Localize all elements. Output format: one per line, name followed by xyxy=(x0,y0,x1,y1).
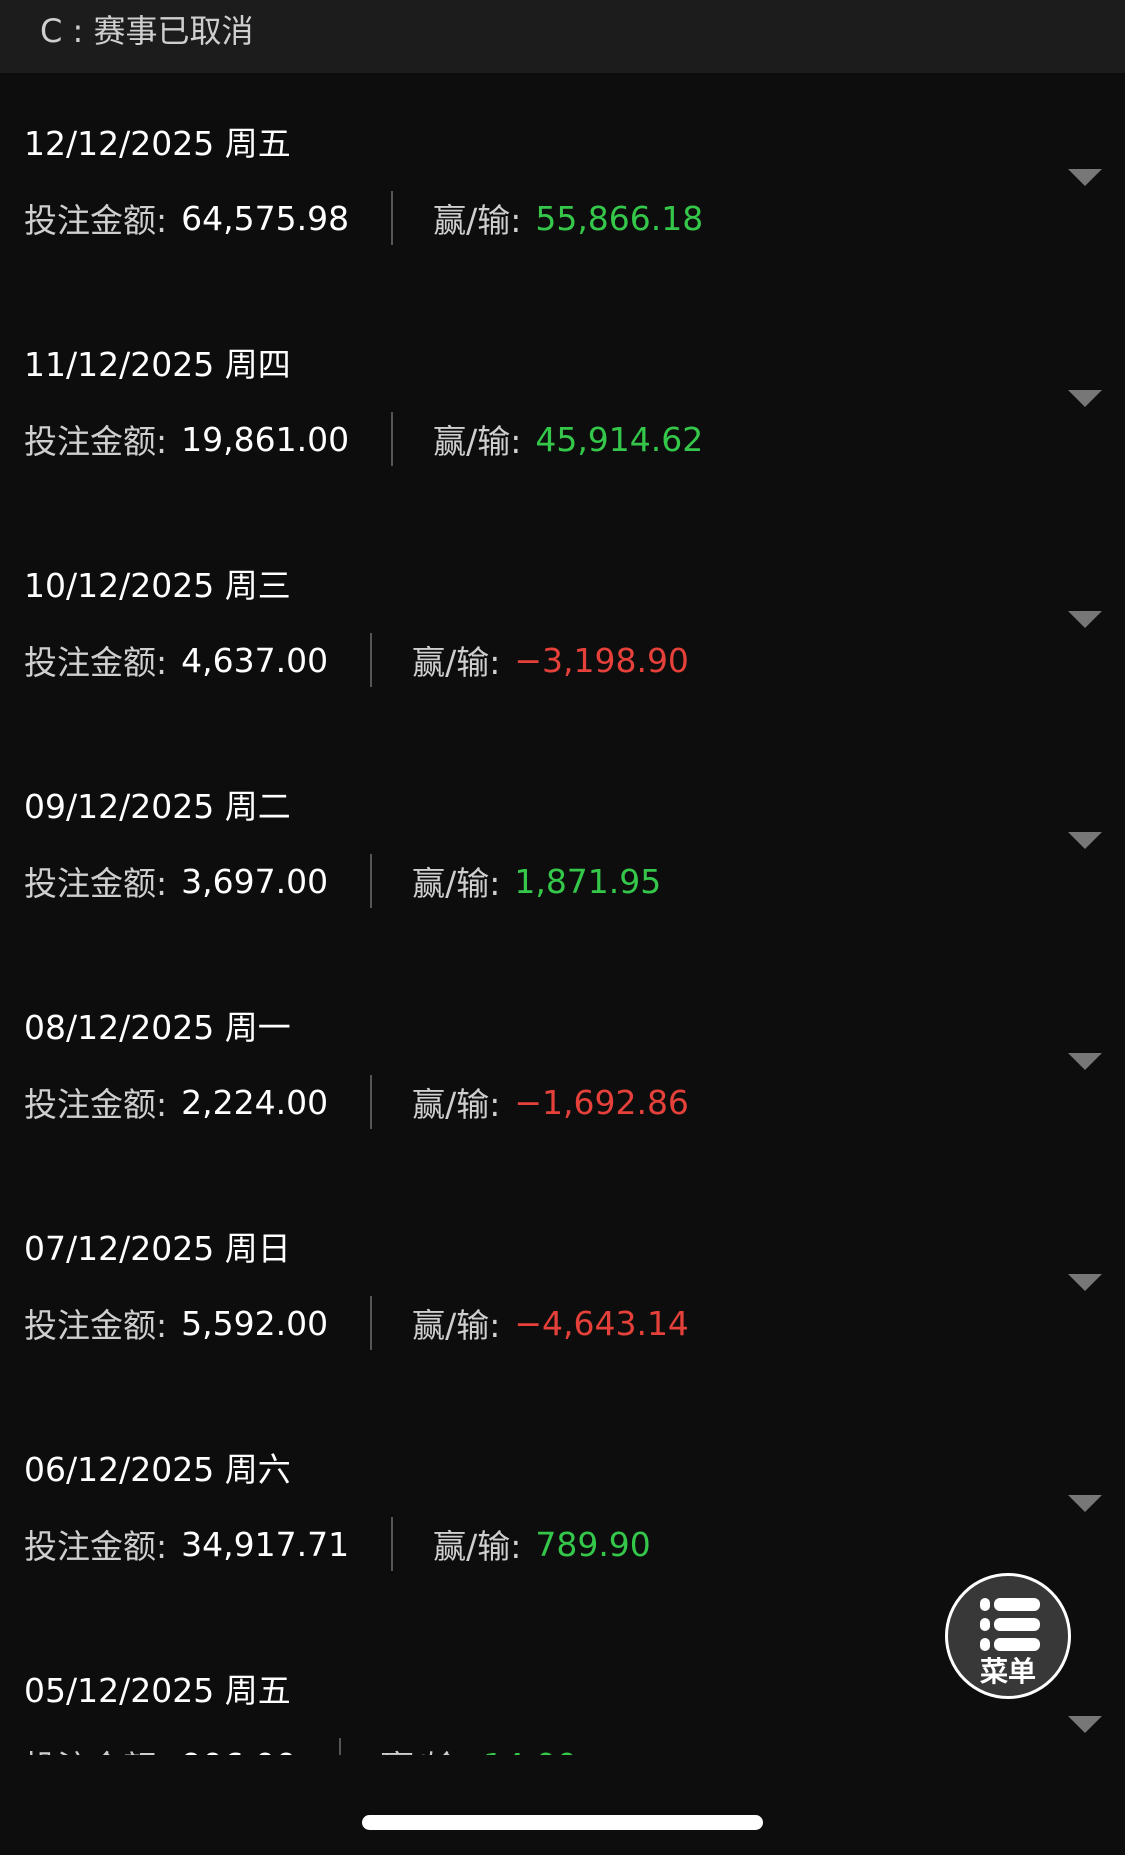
expand-arrow-icon[interactable] xyxy=(1068,169,1102,186)
winloss-value: 789.90 xyxy=(535,1524,651,1564)
stake-value: 19,861.00 xyxy=(181,419,350,459)
row-date: 10/12/2025 周三 xyxy=(24,566,291,605)
stake-value: 3,697.00 xyxy=(181,861,329,901)
row-date: 06/12/2025 周六 xyxy=(24,1450,291,1489)
day-summary-row[interactable]: 06/12/2025 周六 投注金额: 34,917.71 赢/输: 789.9… xyxy=(0,1413,1125,1634)
day-summary-row[interactable]: 08/12/2025 周一 投注金额: 2,224.00 赢/输: −1,692… xyxy=(0,971,1125,1192)
menu-button[interactable]: 菜单 xyxy=(945,1573,1071,1699)
divider xyxy=(391,1517,394,1571)
menu-label: 菜单 xyxy=(979,1655,1036,1688)
divider xyxy=(370,1296,373,1350)
winloss-value: 14.00 xyxy=(483,1746,577,1756)
header-title: C : 赛事已取消 xyxy=(40,12,254,50)
winloss-value: −1,692.86 xyxy=(514,1082,689,1122)
stake-label: 投注金额: xyxy=(24,422,168,461)
stake-value: 906.00 xyxy=(181,1746,296,1756)
row-date: 08/12/2025 周一 xyxy=(24,1008,291,1047)
row-amounts: 投注金额: 906.00 赢/输: 14.00 xyxy=(24,1738,577,1755)
day-summary-row[interactable]: 05/12/2025 周五 投注金额: 906.00 赢/输: 14.00 xyxy=(0,1634,1125,1755)
row-amounts: 投注金额: 4,637.00 赢/输: −3,198.90 xyxy=(24,633,689,687)
day-summary-row[interactable]: 07/12/2025 周日 投注金额: 5,592.00 赢/输: −4,643… xyxy=(0,1192,1125,1413)
row-date: 05/12/2025 周五 xyxy=(24,1671,291,1710)
winloss-label: 赢/输: xyxy=(412,864,501,903)
row-amounts: 投注金额: 3,697.00 赢/输: 1,871.95 xyxy=(24,854,661,908)
winloss-value: 1,871.95 xyxy=(514,861,662,901)
stake-label: 投注金额: xyxy=(24,1527,168,1566)
stake-value: 64,575.98 xyxy=(181,198,350,238)
winloss-value: −3,198.90 xyxy=(514,640,689,680)
day-summary-row[interactable]: 09/12/2025 周二 投注金额: 3,697.00 赢/输: 1,871.… xyxy=(0,750,1125,971)
day-summary-row[interactable]: 12/12/2025 周五 投注金额: 64,575.98 赢/输: 55,86… xyxy=(0,87,1125,308)
divider xyxy=(370,1075,373,1129)
expand-arrow-icon[interactable] xyxy=(1068,390,1102,407)
divider xyxy=(391,191,394,245)
stake-label: 投注金额: xyxy=(24,643,168,682)
stake-label: 投注金额: xyxy=(24,1741,167,1755)
home-indicator[interactable] xyxy=(362,1815,763,1830)
winloss-label: 赢/输: xyxy=(412,1085,501,1124)
expand-arrow-icon[interactable] xyxy=(1068,611,1102,628)
list-icon xyxy=(980,1598,1040,1658)
winloss-label: 赢/输: xyxy=(412,1306,501,1345)
expand-arrow-icon[interactable] xyxy=(1068,1716,1102,1733)
expand-arrow-icon[interactable] xyxy=(1068,1495,1102,1512)
winloss-value: −4,643.14 xyxy=(514,1303,689,1343)
winloss-label: 赢/输: xyxy=(433,422,522,461)
winloss-label: 赢/输: xyxy=(433,1527,522,1566)
stake-label: 投注金额: xyxy=(24,1306,168,1345)
divider xyxy=(391,412,394,466)
winloss-label: 赢/输: xyxy=(412,643,501,682)
expand-arrow-icon[interactable] xyxy=(1068,832,1102,849)
status-legend-header: C : 赛事已取消 xyxy=(0,0,1125,73)
row-amounts: 投注金额: 34,917.71 赢/输: 789.90 xyxy=(24,1517,651,1571)
stake-label: 投注金额: xyxy=(24,864,168,903)
row-date: 07/12/2025 周日 xyxy=(24,1229,291,1268)
row-amounts: 投注金额: 5,592.00 赢/输: −4,643.14 xyxy=(24,1296,689,1350)
row-amounts: 投注金额: 2,224.00 赢/输: −1,692.86 xyxy=(24,1075,689,1129)
row-amounts: 投注金额: 19,861.00 赢/输: 45,914.62 xyxy=(24,412,703,466)
winloss-label: 赢/输: xyxy=(381,1741,469,1755)
day-summary-row[interactable]: 10/12/2025 周三 投注金额: 4,637.00 赢/输: −3,198… xyxy=(0,529,1125,750)
winloss-value: 55,866.18 xyxy=(535,198,704,238)
expand-arrow-icon[interactable] xyxy=(1068,1053,1102,1070)
divider xyxy=(338,1738,341,1755)
row-date: 12/12/2025 周五 xyxy=(24,124,291,163)
stake-value: 34,917.71 xyxy=(181,1524,350,1564)
winloss-value: 45,914.62 xyxy=(535,419,704,459)
stake-value: 5,592.00 xyxy=(181,1303,329,1343)
stake-label: 投注金额: xyxy=(24,201,168,240)
divider xyxy=(370,854,373,908)
row-amounts: 投注金额: 64,575.98 赢/输: 55,866.18 xyxy=(24,191,703,245)
row-date: 09/12/2025 周二 xyxy=(24,787,291,826)
expand-arrow-icon[interactable] xyxy=(1068,1274,1102,1291)
divider xyxy=(370,633,373,687)
day-summary-row[interactable]: 11/12/2025 周四 投注金额: 19,861.00 赢/输: 45,91… xyxy=(0,308,1125,529)
row-date: 11/12/2025 周四 xyxy=(24,345,291,384)
winloss-label: 赢/输: xyxy=(433,201,522,240)
stake-label: 投注金额: xyxy=(24,1085,168,1124)
daily-summary-list[interactable]: 12/12/2025 周五 投注金额: 64,575.98 赢/输: 55,86… xyxy=(0,73,1125,1755)
stake-value: 4,637.00 xyxy=(181,640,329,680)
stake-value: 2,224.00 xyxy=(181,1082,329,1122)
